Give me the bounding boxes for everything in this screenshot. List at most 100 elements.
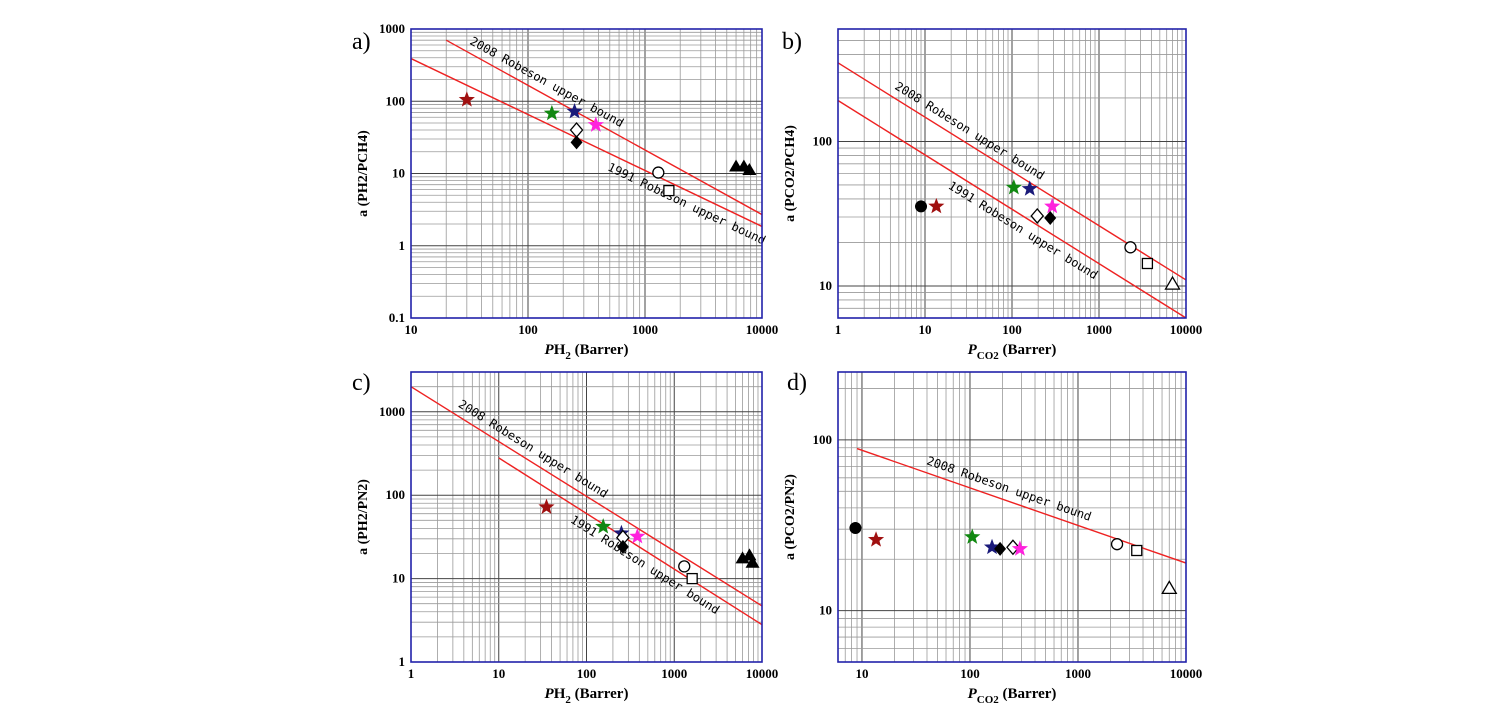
upper-bound-line xyxy=(856,447,1186,564)
data-point-circle-open xyxy=(1124,241,1137,254)
y-tick-label: 100 xyxy=(813,432,833,447)
data-point-diamond xyxy=(1044,211,1057,226)
plot-frame xyxy=(410,371,763,663)
data-point-star xyxy=(566,103,583,119)
grid xyxy=(411,29,762,318)
upper-bounds xyxy=(856,447,1186,564)
data-points xyxy=(538,498,760,585)
upper-bound-line xyxy=(838,99,1186,318)
data-point-star xyxy=(867,531,885,547)
y-axis-label: a (PH2/PN2) xyxy=(356,479,371,555)
data-point-star xyxy=(928,197,945,214)
data-point-triangle-open xyxy=(1164,275,1181,290)
upper-bound-line xyxy=(445,39,762,216)
data-point-triangle-open xyxy=(1161,580,1178,595)
upper-bound-label: 2008 Robeson upper bound xyxy=(892,79,1047,183)
x-tick-label: 1 xyxy=(408,666,415,681)
x-tick-label: 10000 xyxy=(1170,322,1203,337)
y-axis-label: a (PCO2/PN2) xyxy=(783,474,798,560)
x-tick-label: 10 xyxy=(492,666,505,681)
y-tick-label: 10 xyxy=(819,603,832,618)
data-point-square-open xyxy=(1141,257,1154,270)
y-tick-label: 1000 xyxy=(379,21,405,36)
data-point-diamond-open xyxy=(1030,207,1045,224)
y-tick-label: 10 xyxy=(819,278,832,293)
x-tick-label: 10 xyxy=(855,666,868,681)
upper-bounds xyxy=(411,39,762,228)
data-points xyxy=(458,91,757,197)
data-point-circle xyxy=(915,200,928,213)
y-tick-label: 100 xyxy=(813,133,833,148)
y-tick-label: 10 xyxy=(392,166,405,181)
data-point-triangle xyxy=(745,555,760,568)
data-point-star xyxy=(458,91,475,107)
x-tick-label: 1000 xyxy=(632,322,658,337)
x-tick-label: 1 xyxy=(835,322,842,337)
panel-a-letter: a) xyxy=(352,29,371,55)
upper-bound-label: 1991 Robeson upper bound xyxy=(946,178,1100,282)
y-tick-label: 0.1 xyxy=(389,310,405,325)
y-tick-label: 100 xyxy=(386,93,406,108)
y-tick-label: 10 xyxy=(392,571,405,586)
grid xyxy=(411,372,762,662)
upper-bound-line xyxy=(411,386,762,607)
data-point-circle-open xyxy=(652,166,665,179)
data-point-star xyxy=(538,498,555,514)
upper-bound-line xyxy=(411,57,762,228)
upper-bounds xyxy=(411,386,762,626)
x-axis-label: PH2 (Barrer) xyxy=(545,342,629,362)
data-point-circle-open xyxy=(678,560,691,573)
plot-frame xyxy=(410,28,763,319)
data-point-square-open xyxy=(663,184,675,197)
data-points xyxy=(849,521,1178,595)
x-tick-label: 100 xyxy=(960,666,980,681)
data-point-triangle xyxy=(742,548,757,561)
panel-c-letter: c) xyxy=(352,370,371,396)
data-point-star xyxy=(964,528,981,544)
x-tick-label: 10 xyxy=(405,322,418,337)
x-tick-label: 10 xyxy=(919,322,932,337)
x-axis-label: PH2 (Barrer) xyxy=(545,686,629,706)
y-tick-label: 1 xyxy=(399,238,406,253)
data-point-star xyxy=(1044,197,1061,214)
grid xyxy=(838,372,1186,662)
x-tick-label: 100 xyxy=(577,666,597,681)
x-tick-label: 1000 xyxy=(1086,322,1112,337)
data-point-diamond-open xyxy=(1006,539,1020,556)
data-point-star xyxy=(587,116,604,132)
x-tick-label: 10000 xyxy=(1170,666,1203,681)
y-tick-label: 1000 xyxy=(379,404,405,419)
data-point-star xyxy=(983,538,1001,555)
upper-bound-label: 2008 Robeson upper bound xyxy=(925,454,1093,524)
y-tick-label: 1 xyxy=(399,654,406,669)
upper-bound-line xyxy=(498,457,762,626)
x-axis-label: PCO2 (Barrer) xyxy=(968,342,1057,362)
x-tick-label: 1000 xyxy=(661,666,687,681)
x-tick-label: 100 xyxy=(518,322,538,337)
x-tick-label: 1000 xyxy=(1065,666,1091,681)
data-points xyxy=(915,179,1181,290)
panel-d-letter: d) xyxy=(787,370,807,396)
upper-bound-label: 2008 Robeson upper bound xyxy=(468,34,627,130)
x-tick-label: 10000 xyxy=(746,322,779,337)
x-axis-label: PCO2 (Barrer) xyxy=(968,686,1057,706)
panel-b-letter: b) xyxy=(782,29,802,55)
data-point-diamond xyxy=(994,541,1007,556)
data-point-square-open xyxy=(1131,544,1143,557)
data-point-star xyxy=(1011,540,1028,556)
data-point-diamond-open xyxy=(569,122,584,138)
data-point-star xyxy=(1005,179,1022,195)
data-point-star xyxy=(595,518,612,534)
data-point-circle-open xyxy=(1110,538,1124,551)
panel-d: d) 2008 Robeson upper bound 10 100 1000 1000… xyxy=(783,370,1202,706)
x-tick-label: 10000 xyxy=(746,666,779,681)
x-tick-label: 100 xyxy=(1002,322,1022,337)
data-point-star xyxy=(1021,180,1038,196)
data-point-triangle xyxy=(742,162,757,175)
data-point-circle xyxy=(849,521,862,534)
data-point-square-open xyxy=(686,572,698,585)
